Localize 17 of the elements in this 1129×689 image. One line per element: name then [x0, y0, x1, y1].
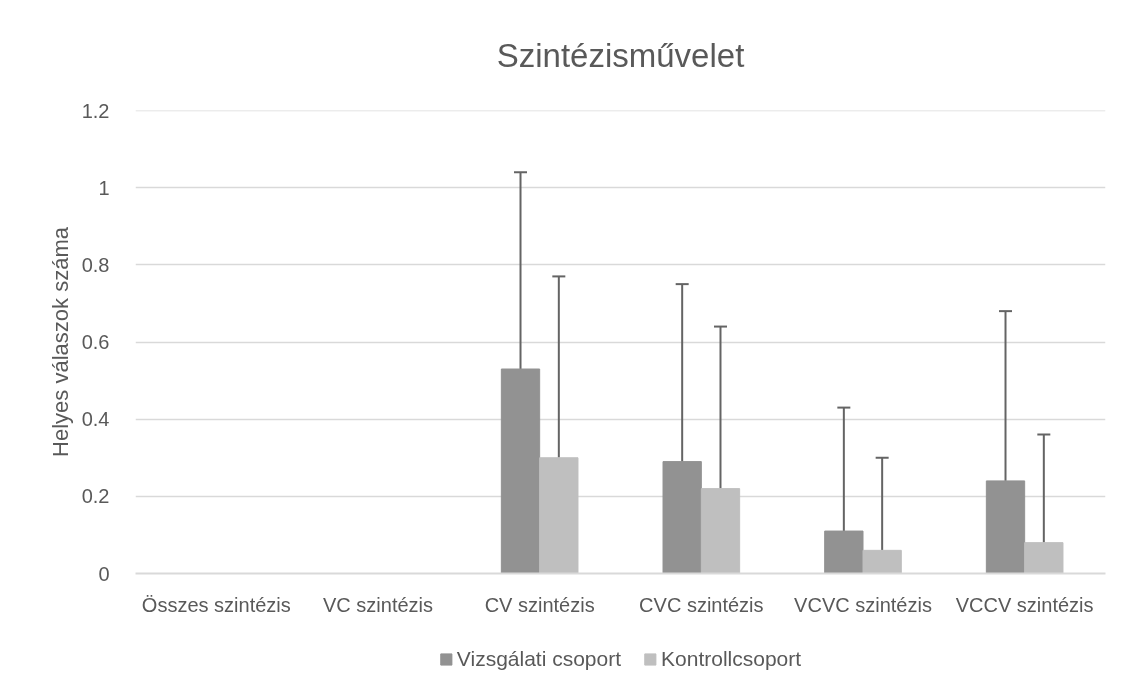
- y-tick-label: 0.4: [81, 408, 110, 431]
- legend-label: Vizsgálati csoport: [456, 647, 622, 671]
- y-tick-label: 0.8: [81, 253, 110, 276]
- x-tick-label: VCCV szintézis: [955, 593, 1094, 616]
- x-tick-label: VC szintézis: [322, 593, 434, 616]
- y-tick-label: 0.6: [81, 331, 110, 353]
- x-tick-label: VCVC szintézis: [794, 593, 932, 616]
- x-tick-label: CV szintézis: [484, 593, 595, 616]
- chart-title: Szintézisművelet: [496, 37, 745, 74]
- y-tick-label: 1: [98, 176, 110, 199]
- x-tick-label: Összes szintézis: [141, 593, 291, 616]
- y-tick-label: 0.2: [81, 485, 110, 508]
- x-tick-label: CVC szintézis: [639, 593, 764, 616]
- y-tick-label: 0: [98, 562, 110, 585]
- y-axis-title: Helyes válaszok száma: [47, 226, 73, 457]
- legend-label: Kontrollcsoport: [661, 647, 802, 671]
- y-tick-label: 1.2: [81, 99, 110, 122]
